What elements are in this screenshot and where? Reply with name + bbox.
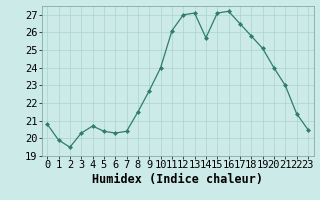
X-axis label: Humidex (Indice chaleur): Humidex (Indice chaleur) [92, 173, 263, 186]
